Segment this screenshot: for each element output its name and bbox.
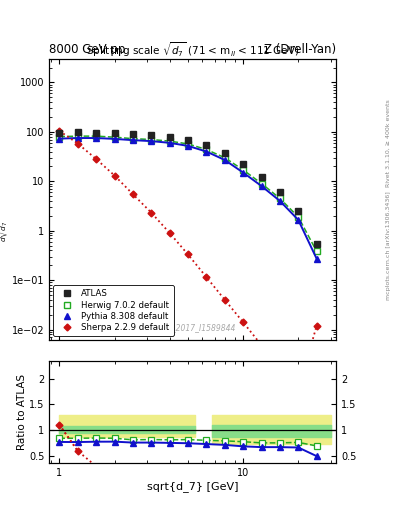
Herwig 7.0.2 default	[241, 167, 246, 173]
Sherpa 2.2.9 default	[94, 156, 99, 162]
Text: ATLAS_2017_I1589844: ATLAS_2017_I1589844	[149, 323, 236, 332]
X-axis label: sqrt{d_7} [GeV]: sqrt{d_7} [GeV]	[147, 481, 238, 492]
Sherpa 2.2.9 default	[130, 191, 135, 197]
Pythia 8.308 default	[296, 217, 301, 223]
ATLAS	[112, 131, 117, 137]
Sherpa 2.2.9 default	[75, 140, 80, 146]
Sherpa 2.2.9 default	[185, 251, 190, 258]
Sherpa 2.2.9 default	[314, 323, 319, 329]
ATLAS	[204, 142, 209, 148]
Pythia 8.308 default	[94, 135, 99, 141]
Herwig 7.0.2 default	[112, 134, 117, 140]
Sherpa 2.2.9 default	[149, 210, 154, 216]
Herwig 7.0.2 default	[149, 137, 154, 143]
ATLAS	[130, 131, 135, 137]
Y-axis label: Ratio to ATLAS: Ratio to ATLAS	[18, 374, 28, 450]
ATLAS	[241, 161, 246, 167]
Herwig 7.0.2 default	[130, 136, 135, 142]
Sherpa 2.2.9 default	[112, 173, 117, 179]
Legend: ATLAS, Herwig 7.0.2 default, Pythia 8.308 default, Sherpa 2.2.9 default: ATLAS, Herwig 7.0.2 default, Pythia 8.30…	[53, 285, 174, 336]
ATLAS	[296, 208, 301, 214]
Text: Rivet 3.1.10, ≥ 400k events: Rivet 3.1.10, ≥ 400k events	[386, 99, 391, 187]
Sherpa 2.2.9 default	[204, 274, 209, 280]
Text: 8000 GeV pp: 8000 GeV pp	[49, 44, 125, 56]
ATLAS	[222, 150, 227, 156]
ATLAS	[75, 129, 80, 135]
Sherpa 2.2.9 default	[277, 366, 282, 372]
Title: Splitting scale $\sqrt{d_7}$ (71 < m$_{ll}$ < 111 GeV): Splitting scale $\sqrt{d_7}$ (71 < m$_{l…	[86, 40, 299, 59]
Sherpa 2.2.9 default	[167, 230, 172, 236]
Sherpa 2.2.9 default	[222, 296, 227, 303]
Herwig 7.0.2 default	[75, 133, 80, 139]
Herwig 7.0.2 default	[167, 138, 172, 144]
Pythia 8.308 default	[130, 137, 135, 143]
Herwig 7.0.2 default	[296, 214, 301, 220]
Pythia 8.308 default	[167, 140, 172, 146]
Pythia 8.308 default	[277, 198, 282, 204]
Herwig 7.0.2 default	[185, 141, 190, 147]
ATLAS	[149, 132, 154, 138]
Y-axis label: $\frac{d\sigma}{d\sqrt{\overline{d_7}}}$ [pb,GeV$^{-1}$]: $\frac{d\sigma}{d\sqrt{\overline{d_7}}}$…	[0, 158, 10, 242]
Herwig 7.0.2 default	[314, 248, 319, 254]
ATLAS	[185, 137, 190, 143]
ATLAS	[314, 241, 319, 247]
Text: Z (Drell-Yan): Z (Drell-Yan)	[264, 44, 336, 56]
Pythia 8.308 default	[204, 148, 209, 155]
Sherpa 2.2.9 default	[57, 128, 62, 134]
Pythia 8.308 default	[241, 169, 246, 176]
Herwig 7.0.2 default	[222, 155, 227, 161]
Line: ATLAS: ATLAS	[56, 129, 320, 247]
Line: Herwig 7.0.2 default: Herwig 7.0.2 default	[57, 133, 320, 254]
Herwig 7.0.2 default	[204, 146, 209, 153]
Line: Sherpa 2.2.9 default: Sherpa 2.2.9 default	[57, 129, 319, 392]
ATLAS	[259, 174, 264, 180]
ATLAS	[94, 130, 99, 136]
Pythia 8.308 default	[75, 135, 80, 141]
Sherpa 2.2.9 default	[241, 319, 246, 325]
Herwig 7.0.2 default	[277, 196, 282, 202]
Pythia 8.308 default	[259, 183, 264, 189]
Pythia 8.308 default	[222, 157, 227, 163]
Pythia 8.308 default	[185, 143, 190, 149]
Sherpa 2.2.9 default	[296, 387, 301, 393]
Pythia 8.308 default	[57, 136, 62, 142]
ATLAS	[57, 130, 62, 136]
Line: Pythia 8.308 default: Pythia 8.308 default	[57, 135, 320, 262]
ATLAS	[167, 134, 172, 140]
Text: mcplots.cern.ch [arXiv:1306.3436]: mcplots.cern.ch [arXiv:1306.3436]	[386, 191, 391, 300]
Sherpa 2.2.9 default	[259, 342, 264, 348]
Pythia 8.308 default	[149, 138, 154, 144]
Herwig 7.0.2 default	[94, 133, 99, 139]
Pythia 8.308 default	[314, 255, 319, 262]
ATLAS	[277, 189, 282, 195]
Herwig 7.0.2 default	[57, 134, 62, 140]
Pythia 8.308 default	[112, 136, 117, 142]
Herwig 7.0.2 default	[259, 180, 264, 186]
